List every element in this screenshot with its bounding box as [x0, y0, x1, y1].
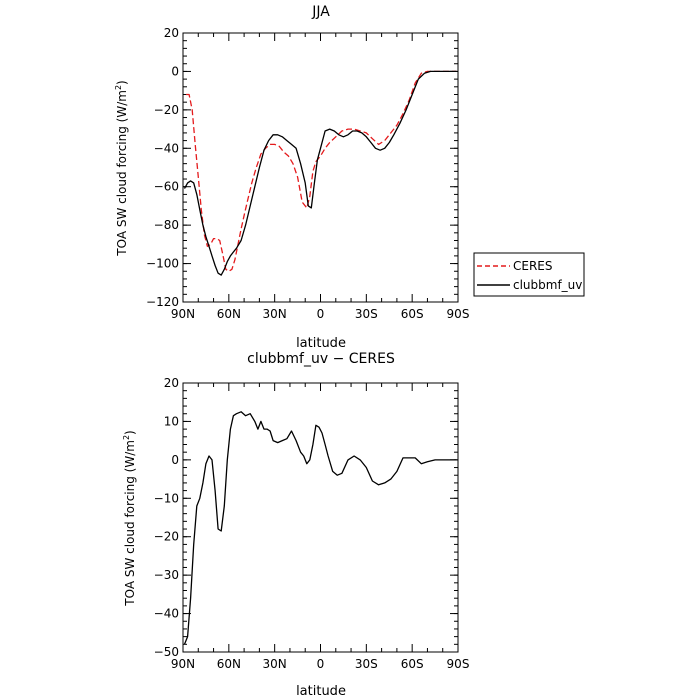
bottom-xtick-label: 30N — [263, 657, 287, 671]
bottom-xtick-label: 30S — [355, 657, 378, 671]
top-xtick-label: 30S — [355, 307, 378, 321]
top-xtick-label: 60N — [217, 307, 241, 321]
legend-label-clubbmf: clubbmf_uv — [513, 278, 582, 292]
top-chart-title: JJA — [311, 4, 330, 20]
bottom-xtick-label: 90N — [171, 657, 195, 671]
top-ytick-label: 0 — [171, 64, 179, 78]
top-series-line-clubbmf-uv — [183, 70, 457, 276]
bottom-ylabel-main: TOA SW cloud forcing (W/m — [123, 440, 137, 607]
top-chart-ylabel: TOA SW cloud forcing (W/m2) — [114, 80, 129, 256]
bottom-ytick-label: −30 — [154, 568, 179, 582]
top-ytick-label: −40 — [154, 141, 179, 155]
top-chart-legend: CERES clubbmf_uv — [473, 252, 585, 297]
bottom-ytick-label: −20 — [154, 530, 179, 544]
bottom-ytick-label: 0 — [171, 453, 179, 467]
bottom-chart: clubbmf_uv − CERES 90N 60N 30N 0 30S 60S 90S −5… — [122, 351, 469, 699]
top-xtick-label: 90N — [171, 307, 195, 321]
legend-box — [473, 252, 585, 297]
top-ytick-label: −120 — [146, 295, 179, 309]
bottom-ylabel-sup: 2 — [122, 435, 131, 440]
bottom-chart-ylabel: TOA SW cloud forcing (W/m2) — [122, 430, 137, 606]
top-chart: JJA 90N 60N 30N 0 30S 60S 90S −120 −100 −80 −60 −40… — [114, 4, 585, 351]
bottom-ytick-label: 10 — [164, 414, 179, 428]
top-ylabel-end: ) — [115, 80, 129, 85]
top-ylabel-main: TOA SW cloud forcing (W/m — [115, 90, 129, 257]
bottom-ytick-label: −40 — [154, 607, 179, 621]
top-ytick-label: −60 — [154, 180, 179, 194]
bottom-chart-xlabel: latitude — [296, 684, 346, 699]
top-ylabel-sup: 2 — [114, 85, 123, 90]
bottom-ytick-label: −10 — [154, 491, 179, 505]
top-xtick-label: 60S — [401, 307, 424, 321]
bottom-ytick-label: 20 — [164, 376, 179, 390]
top-xtick-label: 30N — [263, 307, 287, 321]
bottom-series-line-difference — [183, 411, 457, 645]
bottom-xtick-label: 90S — [447, 657, 470, 671]
bottom-xtick-label: 60N — [217, 657, 241, 671]
bottom-ytick-label: −50 — [154, 645, 179, 659]
top-series-line-ceres — [186, 70, 457, 272]
bottom-chart-title: clubbmf_uv − CERES — [247, 351, 395, 367]
bottom-xtick-label: 60S — [401, 657, 424, 671]
top-ytick-label: −20 — [154, 103, 179, 117]
bottom-ylabel-end: ) — [123, 430, 137, 435]
top-ytick-label: −100 — [146, 257, 179, 271]
bottom-xtick-label: 0 — [317, 657, 325, 671]
top-xtick-label: 90S — [447, 307, 470, 321]
top-chart-xlabel: latitude — [296, 336, 346, 351]
top-xtick-label: 0 — [317, 307, 325, 321]
top-ytick-label: −80 — [154, 218, 179, 232]
legend-label-ceres: CERES — [513, 259, 553, 273]
top-ytick-label: 20 — [164, 26, 179, 40]
